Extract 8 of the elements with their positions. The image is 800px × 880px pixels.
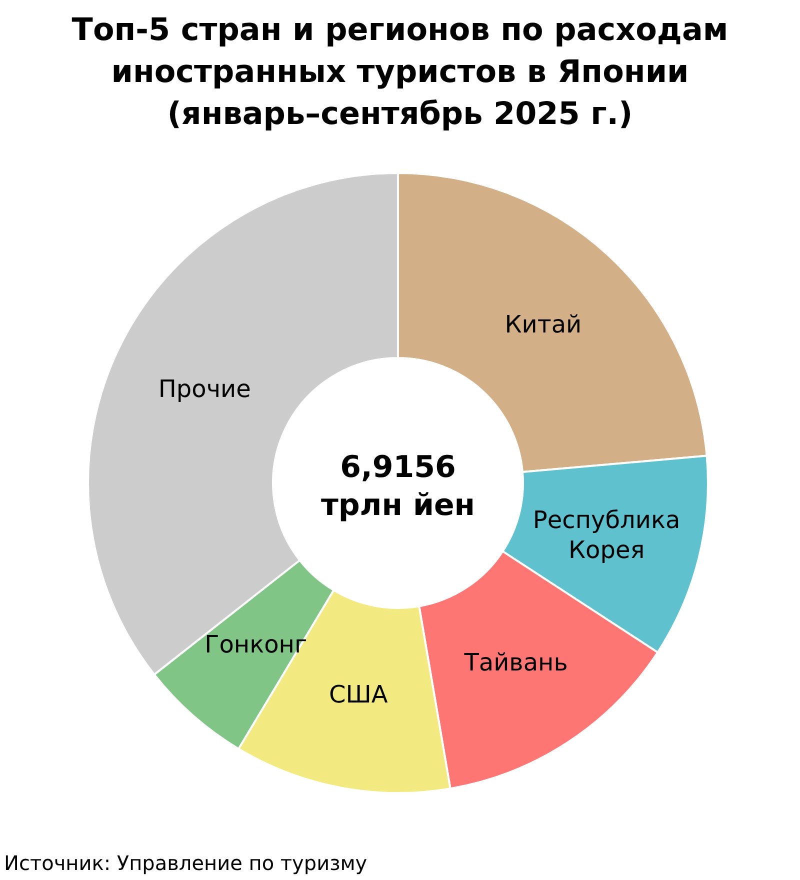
chart-title: Топ-5 стран и регионов по расходам иностранных туристов в Японии (январь–сентябрь 2025 г.) (72, 12, 728, 132)
slice-label: Китай (504, 310, 582, 338)
text: Источник: Управление по туризму (4, 851, 368, 875)
text: 6,9156 трлн йен (320, 450, 476, 523)
slice-label: Республика Корея (532, 506, 680, 564)
slice-label: Тайвань (463, 648, 568, 677)
slice-label: Прочие (158, 375, 251, 404)
slice-label: США (328, 680, 388, 708)
